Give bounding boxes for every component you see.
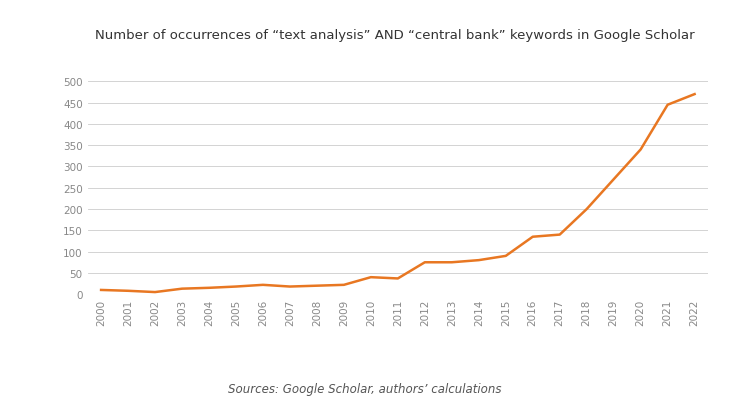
Text: Sources: Google Scholar, authors’ calculations: Sources: Google Scholar, authors’ calcul…	[228, 382, 502, 395]
Text: Number of occurrences of “text analysis” AND “central bank” keywords in Google S: Number of occurrences of “text analysis”…	[95, 29, 694, 42]
